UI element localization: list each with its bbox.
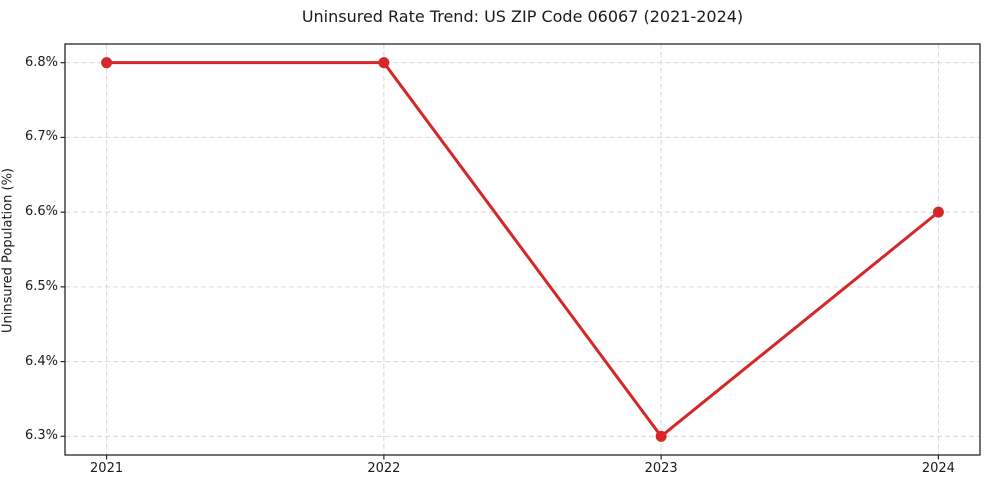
x-tick-label: 2024 xyxy=(921,461,955,476)
axes-border xyxy=(64,43,981,456)
x-tick-label: 2021 xyxy=(90,461,124,476)
y-tick-label: 6.3% xyxy=(24,428,58,444)
data-point xyxy=(932,206,944,218)
y-tick-label: 6.4% xyxy=(24,353,58,369)
x-tick-label: 2022 xyxy=(367,461,401,476)
y-tick-label: 6.5% xyxy=(24,278,58,294)
data-point xyxy=(378,57,390,69)
data-line xyxy=(105,61,940,438)
x-tick-label: 2023 xyxy=(644,461,678,476)
chart-title: Uninsured Rate Trend: US ZIP Code 06067 … xyxy=(301,7,744,26)
data-point xyxy=(655,430,667,442)
data-point xyxy=(101,57,113,69)
y-tick-label: 6.8% xyxy=(24,54,58,70)
y-tick-label: 6.7% xyxy=(24,129,58,145)
y-tick-label: 6.6% xyxy=(24,204,58,220)
